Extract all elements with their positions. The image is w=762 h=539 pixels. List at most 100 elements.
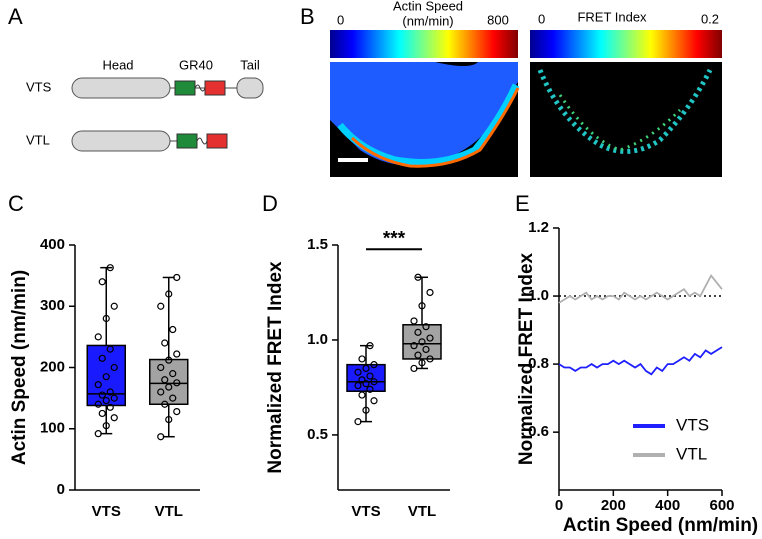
data-point (366, 372, 374, 380)
y-tick-label: 0 (57, 481, 65, 498)
data-point (165, 290, 173, 298)
data-point (157, 363, 165, 372)
colorbar (530, 30, 722, 58)
x-tick-label: VTS (92, 503, 121, 520)
significance-label: *** (383, 228, 406, 249)
y-tick-label: 100 (40, 420, 65, 437)
data-point (173, 379, 181, 387)
data-point (161, 400, 169, 408)
data-point (370, 361, 378, 369)
data-point (165, 356, 173, 364)
domain-label: Tail (240, 57, 260, 72)
y-axis-label: Normalized FRET Index (516, 252, 537, 465)
data-point (102, 373, 110, 381)
data-point (98, 354, 106, 362)
speed-map-rim (350, 87, 520, 168)
data-point (169, 370, 177, 378)
domain-label: Head (102, 57, 133, 72)
data-point (370, 378, 378, 386)
data-point (410, 317, 418, 325)
green-fp (176, 133, 198, 149)
data-point (110, 363, 118, 372)
data-point (102, 422, 110, 430)
colorbar-max: 0.2 (701, 11, 719, 26)
data-point (94, 430, 102, 438)
data-point (418, 302, 426, 310)
data-point (106, 345, 114, 353)
data-point (94, 400, 102, 408)
box (86, 344, 126, 407)
panel-b: B 0 Actin Speed (nm/min) 800 0 FRET Inde… (300, 0, 722, 177)
data-point (94, 381, 102, 389)
head-domain (71, 77, 171, 99)
data-point (98, 278, 106, 286)
data-point (358, 376, 366, 384)
data-point (422, 323, 430, 331)
colorbar-max: 800 (487, 12, 509, 27)
tail-domain (236, 77, 264, 99)
y-tick-label: 400 (40, 236, 65, 253)
panel-label: C (8, 191, 24, 216)
gr40-spring (196, 137, 208, 145)
data-point (157, 388, 165, 396)
data-point (102, 396, 110, 405)
data-point (410, 364, 418, 373)
x-tick-label: VTL (155, 503, 183, 520)
panel-label: B (300, 4, 315, 29)
data-point (414, 328, 422, 336)
data-point (358, 391, 366, 399)
colorbar-title: (nm/min) (402, 13, 453, 28)
series-line (558, 274, 723, 304)
data-point (362, 364, 370, 373)
series-line (558, 346, 723, 376)
data-point (418, 338, 426, 346)
y-axis-label: Normalized FRET Index (265, 261, 286, 474)
y-tick-label: 0.8 (528, 355, 549, 372)
y-tick-label: 300 (40, 297, 65, 314)
y-tick-label: 1.0 (528, 287, 549, 304)
data-point (354, 368, 362, 376)
data-point (98, 391, 106, 399)
box (149, 358, 189, 406)
data-point (106, 403, 114, 411)
colorbar-min: 0 (538, 11, 545, 26)
data-point (354, 381, 362, 390)
fret-image (530, 62, 722, 177)
data-point (110, 302, 118, 310)
box (402, 324, 442, 360)
colorbar-title: Actin Speed (393, 0, 463, 13)
head-domain (71, 130, 171, 152)
x-tick-label: 200 (601, 497, 626, 514)
panel-a: A Head GR40 Tail VTS VTL (8, 4, 264, 152)
data-point (426, 288, 434, 297)
y-tick-label: 1.2 (528, 219, 549, 236)
panel-label: D (262, 191, 278, 216)
data-point (161, 376, 169, 384)
data-point (366, 342, 374, 350)
green-fp (174, 80, 196, 96)
data-point (106, 264, 114, 272)
y-tick-label: 200 (40, 358, 65, 375)
x-tick-label: 600 (709, 497, 734, 514)
y-axis-label: Actin Speed (nm/min) (9, 270, 30, 465)
red-fp (206, 133, 228, 149)
x-tick-label: VTS (351, 503, 380, 520)
x-tick-label: 400 (655, 497, 680, 514)
data-point (362, 406, 370, 414)
y-tick-label: 0.5 (307, 426, 328, 443)
colorbar (330, 30, 518, 58)
y-tick-label: 1.0 (307, 331, 328, 348)
charts: C 0 100 200 300 400 Actin Speed (nm/min) VTS VTL… (8, 191, 758, 536)
construct-label: VTL (26, 132, 50, 147)
data-point (173, 350, 181, 358)
colorbar-title: FRET Index (577, 9, 647, 24)
data-point (422, 345, 430, 354)
data-point (106, 388, 114, 396)
x-tick-label: VTL (408, 503, 436, 520)
data-point (410, 342, 418, 350)
panel-label: E (515, 191, 530, 216)
data-point (362, 380, 370, 388)
gr40-spring (194, 84, 206, 92)
data-point (354, 418, 362, 426)
data-point (414, 351, 422, 359)
